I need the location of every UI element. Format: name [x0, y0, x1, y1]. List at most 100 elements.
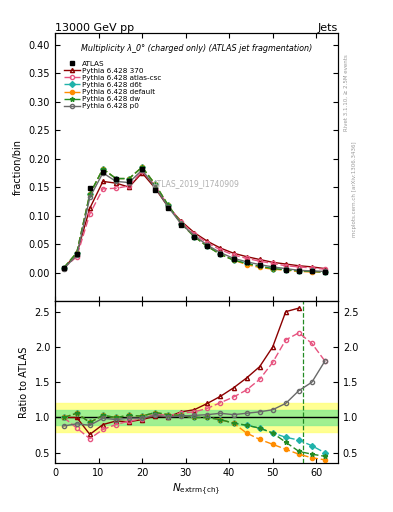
Pythia 6.428 d6t	[153, 181, 158, 187]
Pythia 6.428 370	[166, 204, 171, 210]
Pythia 6.428 370	[323, 266, 327, 272]
Pythia 6.428 370	[88, 205, 92, 211]
Pythia 6.428 atlas-csc	[166, 203, 171, 209]
Pythia 6.428 d6t	[192, 233, 196, 240]
Pythia 6.428 dw	[140, 164, 145, 170]
Pythia 6.428 p0	[179, 221, 184, 227]
Pythia 6.428 default	[88, 191, 92, 197]
Line: Pythia 6.428 p0: Pythia 6.428 p0	[62, 168, 327, 273]
Pythia 6.428 dw	[61, 265, 66, 271]
Pythia 6.428 default	[179, 221, 184, 227]
Pythia 6.428 default	[114, 176, 118, 182]
Pythia 6.428 p0	[218, 249, 223, 255]
Pythia 6.428 atlas-csc	[231, 252, 236, 258]
Pythia 6.428 d6t	[114, 176, 118, 182]
Pythia 6.428 370	[74, 251, 79, 257]
Line: Pythia 6.428 atlas-csc: Pythia 6.428 atlas-csc	[62, 169, 327, 271]
Pythia 6.428 370	[205, 238, 210, 244]
Pythia 6.428 p0	[74, 252, 79, 259]
ATLAS	[101, 168, 105, 175]
Pythia 6.428 default	[231, 257, 236, 263]
Pythia 6.428 370	[218, 245, 223, 251]
Pythia 6.428 370	[283, 261, 288, 267]
Pythia 6.428 atlas-csc	[205, 240, 210, 246]
Pythia 6.428 370	[61, 265, 66, 271]
Pythia 6.428 dw	[101, 166, 105, 172]
Pythia 6.428 default	[205, 243, 210, 249]
Pythia 6.428 dw	[179, 221, 184, 227]
Line: ATLAS: ATLAS	[61, 167, 327, 274]
Line: Pythia 6.428 default: Pythia 6.428 default	[62, 165, 327, 274]
ATLAS	[244, 259, 249, 265]
ATLAS	[140, 166, 145, 173]
Text: Multiplicity λ_0° (charged only) (ATLAS jet fragmentation): Multiplicity λ_0° (charged only) (ATLAS …	[81, 44, 312, 53]
Pythia 6.428 p0	[127, 180, 131, 186]
Pythia 6.428 default	[74, 249, 79, 255]
Y-axis label: Ratio to ATLAS: Ratio to ATLAS	[19, 347, 29, 418]
Pythia 6.428 default	[61, 265, 66, 271]
Y-axis label: fraction/bin: fraction/bin	[13, 139, 23, 195]
Pythia 6.428 d6t	[88, 191, 92, 197]
Pythia 6.428 atlas-csc	[127, 183, 131, 189]
Pythia 6.428 dw	[74, 249, 79, 255]
Pythia 6.428 default	[244, 262, 249, 268]
Pythia 6.428 dw	[231, 257, 236, 263]
Pythia 6.428 default	[270, 266, 275, 272]
Pythia 6.428 d6t	[323, 269, 327, 275]
Pythia 6.428 370	[127, 184, 131, 190]
Pythia 6.428 dw	[218, 251, 223, 258]
Text: 13000 GeV pp: 13000 GeV pp	[55, 23, 134, 32]
Pythia 6.428 d6t	[296, 268, 301, 274]
Pythia 6.428 p0	[153, 184, 158, 190]
Pythia 6.428 d6t	[140, 164, 145, 170]
Pythia 6.428 dw	[192, 233, 196, 240]
Pythia 6.428 default	[166, 202, 171, 208]
Text: mcplots.cern.ch [arXiv:1306.3436]: mcplots.cern.ch [arXiv:1306.3436]	[352, 142, 357, 237]
Pythia 6.428 dw	[296, 268, 301, 274]
Pythia 6.428 default	[323, 269, 327, 275]
Pythia 6.428 d6t	[74, 249, 79, 255]
ATLAS	[218, 251, 223, 257]
Pythia 6.428 d6t	[257, 263, 262, 269]
Pythia 6.428 atlas-csc	[257, 258, 262, 264]
Pythia 6.428 atlas-csc	[270, 261, 275, 267]
ATLAS	[127, 178, 131, 184]
Pythia 6.428 dw	[323, 269, 327, 275]
Pythia 6.428 atlas-csc	[218, 247, 223, 253]
Pythia 6.428 370	[296, 263, 301, 269]
Pythia 6.428 default	[296, 268, 301, 274]
Pythia 6.428 p0	[205, 242, 210, 248]
Pythia 6.428 p0	[270, 264, 275, 270]
ATLAS	[270, 264, 275, 270]
Pythia 6.428 d6t	[101, 166, 105, 172]
Text: Rivet 3.1.10, ≥ 2.5M events: Rivet 3.1.10, ≥ 2.5M events	[344, 54, 349, 131]
Pythia 6.428 d6t	[283, 267, 288, 273]
ATLAS	[166, 205, 171, 211]
ATLAS	[88, 185, 92, 191]
Pythia 6.428 dw	[257, 263, 262, 269]
Pythia 6.428 d6t	[127, 176, 131, 182]
Pythia 6.428 dw	[283, 267, 288, 273]
Pythia 6.428 default	[257, 264, 262, 270]
ATLAS	[114, 176, 118, 182]
Pythia 6.428 p0	[61, 266, 66, 272]
Pythia 6.428 p0	[140, 167, 145, 173]
ATLAS	[205, 243, 210, 249]
Pythia 6.428 p0	[166, 204, 171, 210]
Pythia 6.428 dw	[114, 176, 118, 182]
ATLAS	[192, 233, 196, 240]
Pythia 6.428 default	[310, 269, 314, 275]
Pythia 6.428 atlas-csc	[61, 265, 66, 271]
ATLAS	[323, 269, 327, 275]
Pythia 6.428 370	[270, 259, 275, 265]
Pythia 6.428 atlas-csc	[88, 211, 92, 217]
Text: Jets: Jets	[318, 23, 338, 32]
Legend: ATLAS, Pythia 6.428 370, Pythia 6.428 atlas-csc, Pythia 6.428 d6t, Pythia 6.428 : ATLAS, Pythia 6.428 370, Pythia 6.428 at…	[61, 57, 165, 112]
Pythia 6.428 atlas-csc	[323, 266, 327, 272]
Pythia 6.428 default	[283, 267, 288, 273]
Pythia 6.428 dw	[270, 266, 275, 272]
ATLAS	[310, 268, 314, 274]
Text: ATLAS_2019_I1740909: ATLAS_2019_I1740909	[153, 179, 240, 188]
Pythia 6.428 370	[179, 218, 184, 224]
Pythia 6.428 dw	[244, 261, 249, 267]
